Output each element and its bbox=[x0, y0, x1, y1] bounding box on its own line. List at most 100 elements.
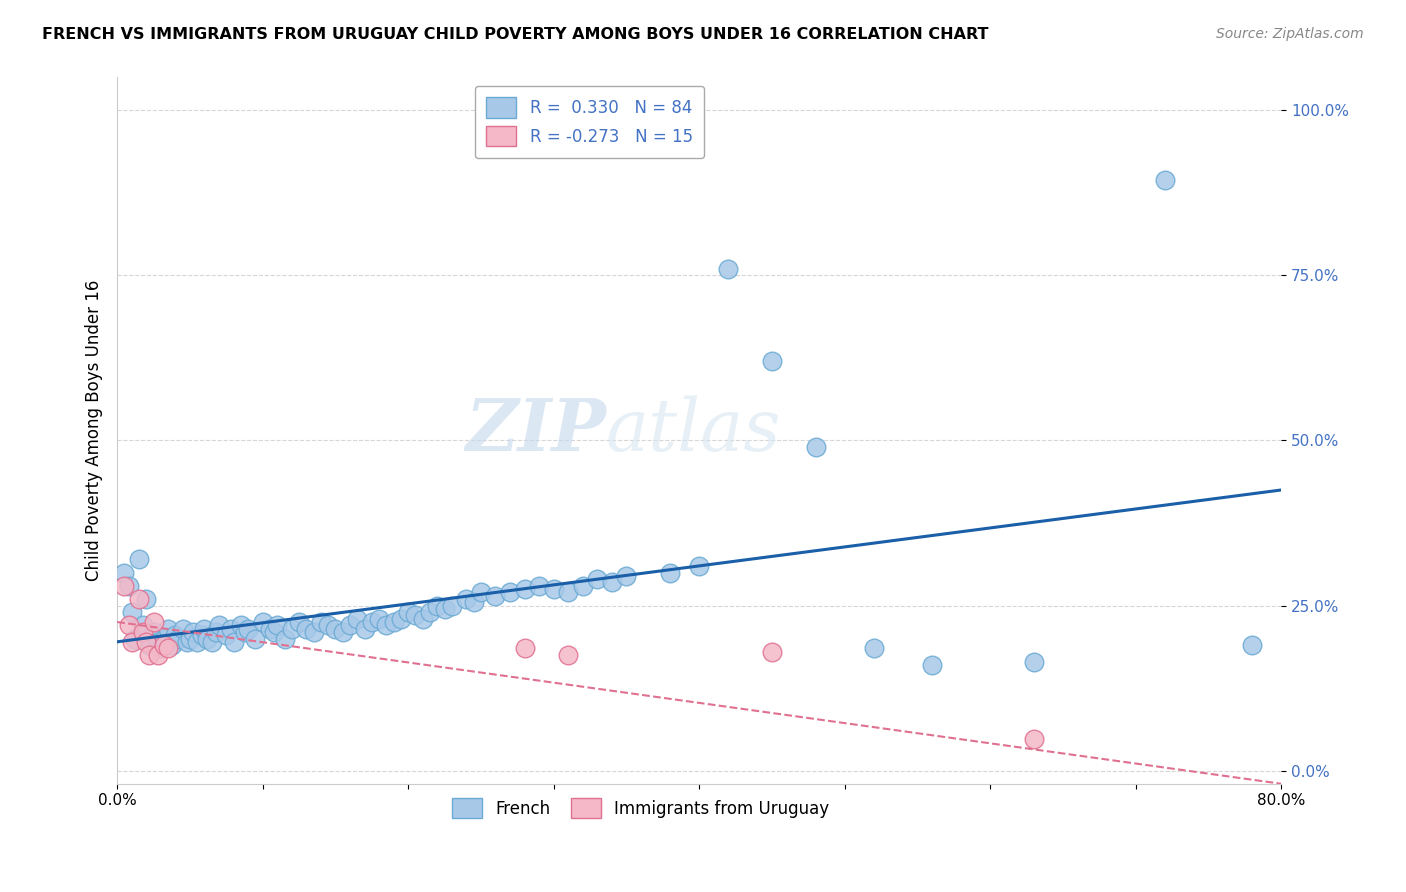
Point bbox=[804, 440, 827, 454]
Point bbox=[419, 605, 441, 619]
Point bbox=[527, 579, 550, 593]
Point bbox=[205, 624, 228, 639]
Point bbox=[157, 622, 180, 636]
Point bbox=[142, 615, 165, 629]
Point bbox=[201, 635, 224, 649]
Point bbox=[281, 622, 304, 636]
Point bbox=[229, 618, 252, 632]
Point bbox=[146, 635, 169, 649]
Point bbox=[456, 591, 478, 606]
Text: Source: ZipAtlas.com: Source: ZipAtlas.com bbox=[1216, 27, 1364, 41]
Point bbox=[132, 618, 155, 632]
Legend: French, Immigrants from Uruguay: French, Immigrants from Uruguay bbox=[446, 791, 837, 825]
Point bbox=[236, 622, 259, 636]
Point bbox=[332, 624, 354, 639]
Point bbox=[513, 582, 536, 596]
Point bbox=[190, 628, 212, 642]
Point bbox=[600, 575, 623, 590]
Point bbox=[1022, 731, 1045, 746]
Point bbox=[219, 622, 242, 636]
Point bbox=[586, 572, 609, 586]
Point bbox=[259, 622, 281, 636]
Point bbox=[557, 585, 579, 599]
Point bbox=[245, 632, 267, 646]
Point bbox=[389, 612, 412, 626]
Point bbox=[557, 648, 579, 662]
Point bbox=[215, 628, 238, 642]
Point bbox=[266, 618, 288, 632]
Point bbox=[128, 552, 150, 566]
Point bbox=[114, 579, 136, 593]
Point bbox=[121, 635, 143, 649]
Point bbox=[124, 632, 146, 646]
Point bbox=[353, 622, 375, 636]
Point bbox=[157, 641, 180, 656]
Point bbox=[404, 608, 426, 623]
Point bbox=[128, 591, 150, 606]
Point bbox=[152, 632, 174, 646]
Point bbox=[616, 569, 638, 583]
Point bbox=[463, 595, 485, 609]
Point bbox=[862, 641, 884, 656]
Point bbox=[412, 612, 434, 626]
Point bbox=[167, 632, 190, 646]
Point bbox=[252, 615, 274, 629]
Point bbox=[659, 566, 682, 580]
Point bbox=[138, 648, 160, 662]
Point bbox=[433, 602, 456, 616]
Point bbox=[1022, 655, 1045, 669]
Point bbox=[222, 635, 245, 649]
Point bbox=[288, 615, 311, 629]
Point bbox=[186, 635, 208, 649]
Point bbox=[470, 585, 492, 599]
Point bbox=[132, 624, 155, 639]
Point bbox=[208, 618, 231, 632]
Point bbox=[176, 635, 198, 649]
Point bbox=[717, 261, 740, 276]
Point bbox=[346, 612, 368, 626]
Point bbox=[295, 622, 318, 636]
Text: atlas: atlas bbox=[606, 395, 782, 466]
Point bbox=[499, 585, 522, 599]
Point bbox=[360, 615, 382, 629]
Point bbox=[513, 641, 536, 656]
Point bbox=[135, 635, 157, 649]
Point bbox=[325, 622, 347, 636]
Point bbox=[396, 605, 419, 619]
Point bbox=[152, 638, 174, 652]
Point bbox=[142, 624, 165, 639]
Point bbox=[339, 618, 361, 632]
Text: FRENCH VS IMMIGRANTS FROM URUGUAY CHILD POVERTY AMONG BOYS UNDER 16 CORRELATION : FRENCH VS IMMIGRANTS FROM URUGUAY CHILD … bbox=[42, 27, 988, 42]
Text: ZIP: ZIP bbox=[465, 395, 606, 467]
Point bbox=[165, 628, 187, 642]
Point bbox=[309, 615, 332, 629]
Point bbox=[921, 657, 943, 672]
Point bbox=[197, 632, 219, 646]
Point bbox=[138, 638, 160, 652]
Point bbox=[761, 645, 783, 659]
Point bbox=[316, 618, 339, 632]
Point bbox=[484, 589, 506, 603]
Point bbox=[179, 632, 201, 646]
Point bbox=[162, 638, 184, 652]
Point bbox=[302, 624, 325, 639]
Point bbox=[172, 622, 194, 636]
Point bbox=[1153, 173, 1175, 187]
Point bbox=[263, 624, 285, 639]
Y-axis label: Child Poverty Among Boys Under 16: Child Poverty Among Boys Under 16 bbox=[86, 280, 103, 582]
Point bbox=[273, 632, 295, 646]
Point bbox=[146, 648, 169, 662]
Point bbox=[571, 579, 593, 593]
Point bbox=[181, 624, 204, 639]
Point bbox=[440, 599, 463, 613]
Point bbox=[368, 612, 391, 626]
Point bbox=[233, 624, 256, 639]
Point bbox=[118, 618, 141, 632]
Point bbox=[688, 558, 710, 573]
Point bbox=[761, 354, 783, 368]
Point bbox=[121, 605, 143, 619]
Point bbox=[135, 591, 157, 606]
Point bbox=[149, 641, 172, 656]
Point bbox=[114, 566, 136, 580]
Point bbox=[375, 618, 398, 632]
